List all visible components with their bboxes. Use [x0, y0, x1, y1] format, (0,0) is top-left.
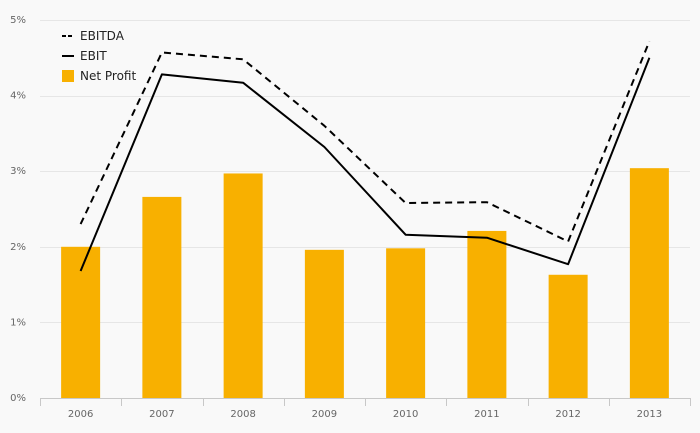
legend: EBITDA EBIT Net Profit — [62, 29, 136, 83]
y-tick-label: 5% — [10, 15, 26, 26]
y-tick-label: 4% — [10, 91, 26, 102]
bar-net-profit — [304, 249, 344, 398]
x-tick-label: 2010 — [393, 409, 418, 420]
bars — [61, 168, 669, 398]
legend-item[interactable]: EBIT — [62, 49, 107, 63]
legend-bar-symbol — [62, 70, 74, 82]
bar-net-profit — [548, 274, 588, 398]
x-tick-label: 2009 — [312, 409, 337, 420]
legend-label: EBITDA — [80, 29, 125, 43]
bar-net-profit — [386, 248, 426, 398]
series-lines — [79, 40, 651, 272]
x-axis: 2006 2007 2008 2009 2010 2011 2012 2013 — [40, 398, 691, 420]
x-tick-label: 2007 — [149, 409, 174, 420]
legend-item[interactable]: EBITDA — [62, 29, 125, 43]
y-tick-label: 3% — [10, 166, 26, 177]
gridlines — [40, 20, 690, 323]
bar-net-profit — [467, 230, 507, 398]
legend-item[interactable]: Net Profit — [62, 69, 136, 83]
y-tick-label: 0% — [10, 393, 26, 404]
y-tick-label: 1% — [10, 317, 26, 328]
x-tick-label: 2011 — [474, 409, 499, 420]
legend-label: Net Profit — [80, 69, 136, 83]
x-tick-label: 2006 — [68, 409, 93, 420]
y-axis: 0% 1% 2% 3% 4% 5% — [10, 15, 26, 404]
x-tick-label: 2008 — [230, 409, 255, 420]
x-tick-label: 2012 — [555, 409, 580, 420]
bar-net-profit — [61, 246, 101, 398]
line-ebitda — [79, 40, 651, 243]
bar-net-profit — [142, 196, 182, 398]
legend-label: EBIT — [80, 49, 107, 63]
line-ebit — [79, 57, 651, 272]
y-tick-label: 2% — [10, 242, 26, 253]
bar-net-profit — [223, 173, 263, 398]
bar-net-profit — [629, 168, 669, 398]
x-tick-label: 2013 — [637, 409, 662, 420]
